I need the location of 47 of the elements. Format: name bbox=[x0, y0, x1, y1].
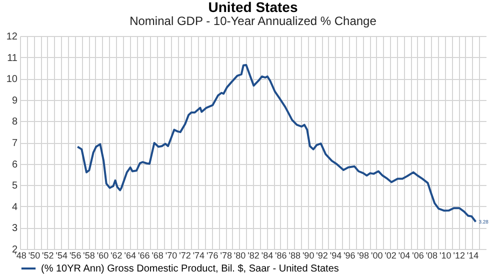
x-tick-label: '68 bbox=[152, 250, 164, 260]
chart-title: United States bbox=[208, 0, 298, 15]
x-tick-label: '66 bbox=[138, 250, 150, 260]
x-tick-label: '86 bbox=[275, 250, 287, 260]
x-tick-label: '90 bbox=[302, 250, 314, 260]
x-tick-label: '96 bbox=[344, 250, 356, 260]
y-tick-label: 3 bbox=[12, 223, 18, 234]
y-tick-label: 4 bbox=[12, 202, 18, 213]
x-tick-label: '02 bbox=[384, 250, 396, 260]
x-tick-label: '04 bbox=[398, 250, 410, 260]
x-tick-label: '08 bbox=[426, 250, 438, 260]
y-tick-label: 7 bbox=[12, 138, 18, 149]
x-tick-label: '72 bbox=[179, 250, 191, 260]
x-tick-label: '60 bbox=[96, 250, 109, 260]
x-tick-label: '10 bbox=[440, 250, 452, 260]
y-tick-label: 10 bbox=[6, 74, 18, 86]
x-tick-label: '74 bbox=[192, 250, 205, 260]
x-tick-label: '58 bbox=[83, 250, 95, 260]
x-tick-label: '12 bbox=[453, 250, 465, 260]
x-tick-label: '98 bbox=[357, 250, 370, 260]
legend-label: (% 10YR Ann) Gross Domestic Product, Bil. $, Saar - United States bbox=[41, 264, 339, 274]
x-tick-label: '64 bbox=[124, 250, 136, 260]
x-tick-label: '50 bbox=[28, 250, 40, 260]
y-tick-label: 9 bbox=[12, 95, 18, 106]
chart-subtitle: Nominal GDP - 10-Year Annualized % Change bbox=[130, 14, 377, 28]
x-tick-label: '82 bbox=[248, 250, 260, 260]
y-tick-label: 11 bbox=[7, 52, 18, 64]
y-tick-label: 5 bbox=[12, 180, 18, 192]
x-tick-label: '56 bbox=[69, 250, 82, 260]
y-tick-label: 8 bbox=[12, 116, 18, 128]
x-tick-label: '92 bbox=[316, 250, 328, 260]
x-tick-label: '00 bbox=[370, 250, 383, 260]
x-tick-label: '52 bbox=[42, 250, 54, 260]
x-tick-label: '88 bbox=[288, 250, 300, 260]
y-tick-label: 12 bbox=[6, 32, 18, 42]
x-tick-label: '76 bbox=[206, 250, 218, 260]
x-tick-label: '94 bbox=[330, 250, 342, 260]
x-tick-label: '62 bbox=[110, 250, 122, 260]
y-tick-label: 6 bbox=[12, 159, 18, 170]
x-tick-label: '84 bbox=[261, 250, 274, 260]
x-tick-label: '70 bbox=[165, 250, 178, 260]
x-tick-label: '54 bbox=[56, 250, 68, 260]
line-series bbox=[76, 64, 477, 223]
x-tick-label: '06 bbox=[412, 250, 424, 260]
x-tick-label: '78 bbox=[220, 250, 232, 260]
x-tick-label: '14 bbox=[466, 250, 479, 260]
x-tick-label: '80 bbox=[234, 250, 246, 260]
